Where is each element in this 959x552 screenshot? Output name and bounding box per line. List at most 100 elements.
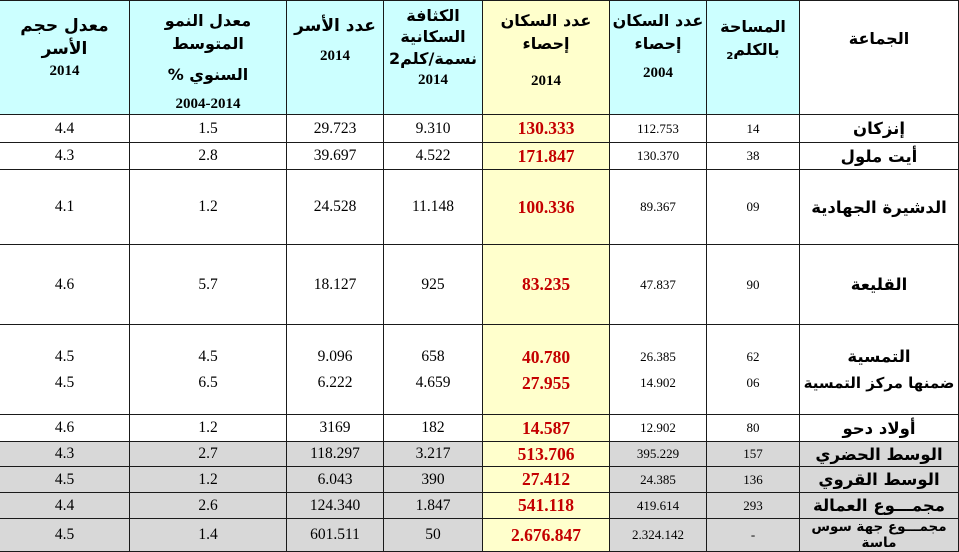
hh-size-cell: 4.4 <box>0 114 130 143</box>
commune-cell: مجمـــوع جهة سوس ماسة <box>799 518 959 552</box>
header-pop2014-line2: إحصاء <box>522 34 570 53</box>
households-cell: 601.511 <box>286 518 384 552</box>
growth-cell: 2.6 <box>129 492 287 519</box>
header-pop2014-line1: عدد السكان <box>500 11 592 30</box>
hh-size-cell: 4.1 <box>0 169 130 245</box>
commune-cell: أيت ملول <box>799 142 959 170</box>
pop2014-cell: 541.118 <box>482 492 610 519</box>
header-pop2004: عدد السكان إحصاء 2004 <box>609 0 707 115</box>
density-cell: 50 <box>383 518 483 552</box>
pop2014-cell: 83.235 <box>482 244 610 325</box>
header-area-line1: المساحة <box>720 17 786 36</box>
hh-size-cell: 4.6 <box>0 244 130 325</box>
pop2004-cell: 130.370 <box>609 142 707 170</box>
commune-cell: إنزكان <box>799 114 959 143</box>
header-pop2004-line2: إحصاء <box>634 34 682 53</box>
area-cell: 09 <box>706 169 800 245</box>
density-cell: 3.217 <box>383 441 483 467</box>
households-cell: 39.697 <box>286 142 384 170</box>
pop2014-cell: 27.412 <box>482 466 610 493</box>
households-cell: 9.096 6.222 <box>286 324 384 415</box>
hh-size-cell: 4.4 <box>0 492 130 519</box>
header-pop2014: عدد السكان إحصاء 2014 <box>482 0 610 115</box>
pop2014-cell: 2.676.847 <box>482 518 610 552</box>
hh-size-cell: 4.6 <box>0 414 130 442</box>
density-cell: 4.522 <box>383 142 483 170</box>
pop2004-cell: 2.324.142 <box>609 518 707 552</box>
households-cell: 18.127 <box>286 244 384 325</box>
table-row: أيت ملول 38 130.370 171.847 4.522 39.697… <box>0 142 959 170</box>
table-row-tamsia: التمسية ضمنها مركز التمسية 62 06 26.385 14… <box>0 324 959 415</box>
hh-size-cell: 4.3 <box>0 142 130 170</box>
pop2014-cell: 14.587 <box>482 414 610 442</box>
households-cell: 6.043 <box>286 466 384 493</box>
households-cell: 3169 <box>286 414 384 442</box>
area-cell: 80 <box>706 414 800 442</box>
header-commune-label: الجماعة <box>848 29 910 48</box>
pop2004-cell: 47.837 <box>609 244 707 325</box>
pop2014-cell: 171.847 <box>482 142 610 170</box>
header-growth-line1: معدل النمو المتوسط <box>164 11 252 53</box>
pop2004-cell: 12.902 <box>609 414 707 442</box>
hh-size-cell: 4.5 <box>0 466 130 493</box>
commune-cell: الوسط القروي <box>799 466 959 493</box>
header-growth: معدل النمو المتوسط السنوي % 2004-2014 <box>129 0 287 115</box>
growth-cell: 2.8 <box>129 142 287 170</box>
area-cell: 136 <box>706 466 800 493</box>
pop2004-cell: 419.614 <box>609 492 707 519</box>
area-cell: 293 <box>706 492 800 519</box>
header-commune: الجماعة <box>799 0 959 115</box>
header-area-line2: بالكلم2 <box>726 40 780 63</box>
summary-row-prefecture-total: مجمـــوع العمالة 293 419.614 541.118 1.8… <box>0 492 959 519</box>
hh-size-cell: 4.3 <box>0 441 130 467</box>
commune-cell: مجمـــوع العمالة <box>799 492 959 519</box>
growth-cell: 1.2 <box>129 466 287 493</box>
table-row: أولاد دحو 80 12.902 14.587 182 3169 1.2 … <box>0 414 959 442</box>
header-households: عدد الأسر 2014 <box>286 0 384 115</box>
header-growth-line2: السنوي % <box>167 65 249 84</box>
area-cell: - <box>706 518 800 552</box>
density-cell: 9.310 <box>383 114 483 143</box>
growth-cell: 1.2 <box>129 414 287 442</box>
table-row: القليعة 90 47.837 83.235 925 18.127 5.7 … <box>0 244 959 325</box>
households-cell: 29.723 <box>286 114 384 143</box>
area-cell: 62 06 <box>706 324 800 415</box>
density-cell: 11.148 <box>383 169 483 245</box>
density-cell: 925 <box>383 244 483 325</box>
header-density-line1: الكثافة <box>406 6 460 25</box>
header-hh-size: معدل حجم الأسر 2014 <box>0 0 130 115</box>
pop2004-cell: 89.367 <box>609 169 707 245</box>
hh-size-cell: 4.5 4.5 <box>0 324 130 415</box>
growth-cell: 4.5 6.5 <box>129 324 287 415</box>
commune-cell: الوسط الحضري <box>799 441 959 467</box>
summary-row-urban: الوسط الحضري 157 395.229 513.706 3.217 1… <box>0 441 959 467</box>
pop2014-cell: 130.333 <box>482 114 610 143</box>
header-hh-size-line1: معدل حجم الأسر <box>20 16 109 59</box>
header-density-line3: نسمة/كلم2 <box>388 49 478 68</box>
growth-cell: 5.7 <box>129 244 287 325</box>
density-cell: 658 4.659 <box>383 324 483 415</box>
table-row: الدشيرة الجهادية 09 89.367 100.336 11.14… <box>0 169 959 245</box>
density-cell: 390 <box>383 466 483 493</box>
households-cell: 24.528 <box>286 169 384 245</box>
commune-cell: أولاد دحو <box>799 414 959 442</box>
pop2004-cell: 112.753 <box>609 114 707 143</box>
growth-cell: 1.4 <box>129 518 287 552</box>
header-pop2004-year: 2004 <box>643 65 673 81</box>
commune-cell: الدشيرة الجهادية <box>799 169 959 245</box>
area-cell: 38 <box>706 142 800 170</box>
growth-cell: 1.2 <box>129 169 287 245</box>
area-cell: 90 <box>706 244 800 325</box>
header-pop2004-line1: عدد السكان <box>612 11 704 30</box>
growth-cell: 1.5 <box>129 114 287 143</box>
households-cell: 124.340 <box>286 492 384 519</box>
pop2014-cell: 513.706 <box>482 441 610 467</box>
density-cell: 1.847 <box>383 492 483 519</box>
summary-row-region-total: مجمـــوع جهة سوس ماسة - 2.324.142 2.676.… <box>0 518 959 552</box>
table-row: إنزكان 14 112.753 130.333 9.310 29.723 1… <box>0 114 959 143</box>
header-density: الكثافة السكانية نسمة/كلم2 2014 <box>383 0 483 115</box>
summary-row-rural: الوسط القروي 136 24.385 27.412 390 6.043… <box>0 466 959 493</box>
header-households-year: 2014 <box>320 48 350 64</box>
households-cell: 118.297 <box>286 441 384 467</box>
